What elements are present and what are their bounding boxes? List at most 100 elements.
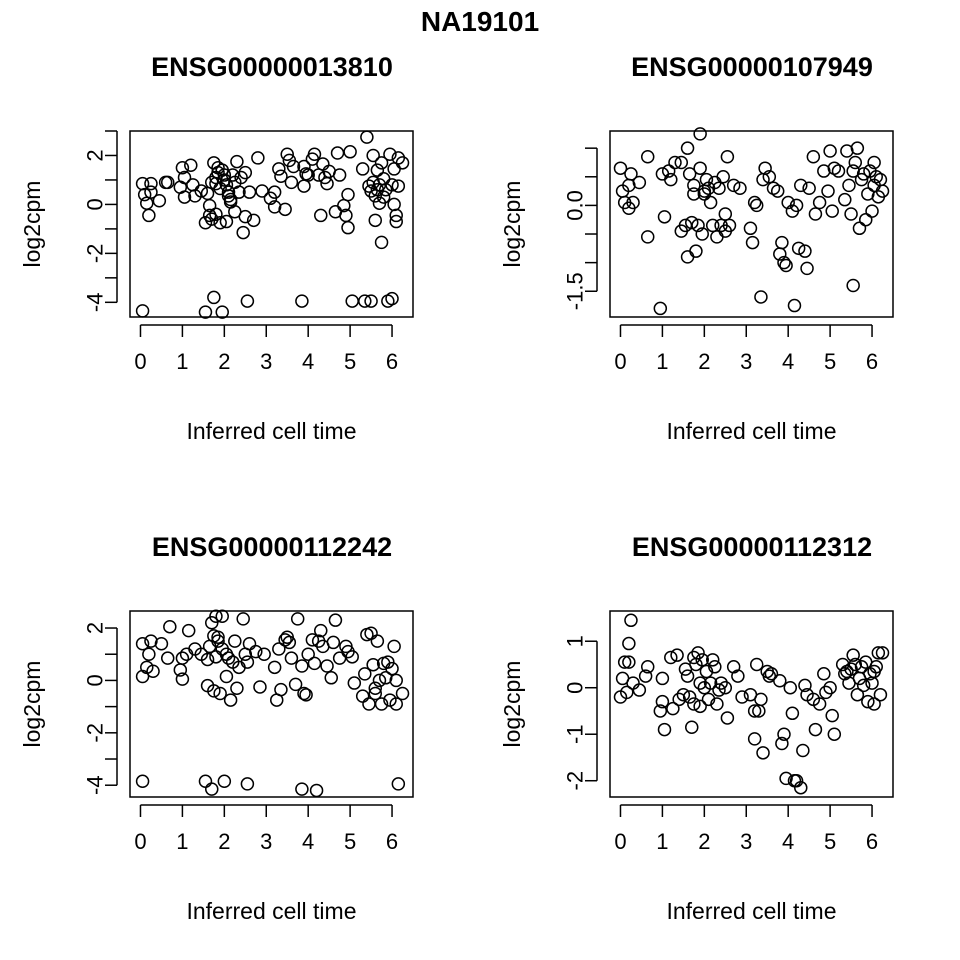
data-point (687, 697, 701, 711)
data-point (842, 178, 856, 193)
data-point (144, 185, 158, 199)
data-point (297, 686, 311, 701)
x-tick-label: 2 (698, 349, 710, 374)
data-point (202, 198, 217, 213)
data-point (789, 198, 804, 213)
data-point (712, 181, 726, 195)
x-tick-label: 1 (656, 829, 668, 854)
data-point (152, 194, 167, 208)
data-point (693, 699, 707, 714)
data-point (383, 147, 397, 161)
data-point (154, 636, 169, 651)
data-point (846, 648, 860, 662)
x-tick-label: 0 (614, 829, 626, 854)
data-point (205, 782, 219, 796)
data-point (272, 642, 286, 656)
data-point (200, 652, 215, 667)
y-tick-label: 1 (563, 635, 588, 647)
data-point (779, 258, 793, 273)
data-point (871, 646, 886, 660)
panels: ENSG00000013810 0 1 2 3 4 5 6 -4 -2 0 2 Inferred cel… (19, 52, 894, 924)
data-point (693, 161, 707, 175)
data-point (142, 647, 156, 661)
data-point (381, 655, 395, 669)
point-series (135, 609, 410, 798)
y-tick-label: 0.0 (563, 190, 588, 221)
panel-4: ENSG00000112312 0 1 2 3 4 5 6 -2 -1 0 1 Inferred cel… (499, 532, 894, 924)
x-tick-label: 3 (260, 829, 272, 854)
data-point (622, 636, 636, 651)
panel-1: ENSG00000013810 0 1 2 3 4 5 6 -4 -2 0 2 Inferred cel… (19, 52, 414, 444)
data-point (680, 141, 695, 155)
plot-frame (129, 610, 414, 798)
data-point (295, 294, 309, 308)
data-point (825, 204, 839, 218)
y-tick-label: -4 (83, 293, 108, 313)
data-point (718, 680, 733, 695)
data-point (184, 158, 198, 173)
data-point (867, 155, 881, 170)
point-series (613, 613, 890, 795)
data-point (305, 633, 320, 647)
data-point (135, 636, 150, 651)
data-point (238, 209, 253, 224)
x-tick-label: 6 (386, 349, 398, 374)
data-point (653, 704, 668, 718)
data-point (640, 660, 655, 674)
data-point (347, 676, 362, 690)
data-point (194, 184, 209, 198)
data-point (708, 660, 722, 674)
data-point (720, 711, 735, 725)
data-point (817, 667, 831, 681)
data-point (251, 151, 265, 165)
data-point (827, 727, 842, 741)
data-point (869, 170, 883, 184)
data-point (844, 207, 858, 221)
data-point (238, 165, 253, 180)
data-point (762, 170, 777, 184)
data-point (773, 674, 787, 688)
data-point (230, 681, 244, 696)
panel-3: ENSG00000112242 0 1 2 3 4 5 6 -4 -2 0 2 Inferred cel… (19, 532, 414, 924)
data-point (693, 127, 707, 141)
x-axis-label: Inferred cell time (186, 898, 356, 924)
data-point (745, 235, 760, 250)
data-point (209, 207, 223, 221)
data-point (223, 693, 238, 707)
data-point (213, 686, 227, 701)
data-point (160, 175, 175, 190)
data-point (160, 651, 175, 665)
data-point (701, 692, 716, 707)
data-point (274, 682, 288, 697)
data-point (687, 178, 701, 193)
data-point (368, 686, 383, 701)
data-point (374, 697, 389, 711)
data-point (664, 650, 678, 665)
data-point (389, 208, 403, 223)
data-point (848, 657, 863, 672)
data-point (691, 646, 705, 660)
data-point (825, 708, 839, 723)
data-point (364, 294, 378, 308)
data-point (144, 634, 158, 648)
y-tick-label: -1.5 (563, 272, 588, 310)
data-point (175, 672, 190, 686)
data-point (710, 697, 724, 711)
y-tick-label: -2 (563, 771, 588, 791)
data-point (232, 185, 246, 199)
data-point (785, 706, 800, 721)
data-point (756, 746, 770, 760)
data-point (368, 681, 383, 696)
data-point (387, 639, 401, 654)
data-point (770, 184, 785, 198)
data-point (747, 195, 762, 210)
data-point (685, 215, 699, 230)
data-point (324, 671, 338, 685)
data-point (389, 697, 403, 711)
data-point (703, 195, 718, 210)
x-tick-label: 5 (344, 349, 356, 374)
data-point (328, 613, 343, 627)
y-axis-label: log2cpm (19, 181, 45, 268)
data-point (789, 773, 804, 788)
x-tick-label: 1 (656, 349, 668, 374)
